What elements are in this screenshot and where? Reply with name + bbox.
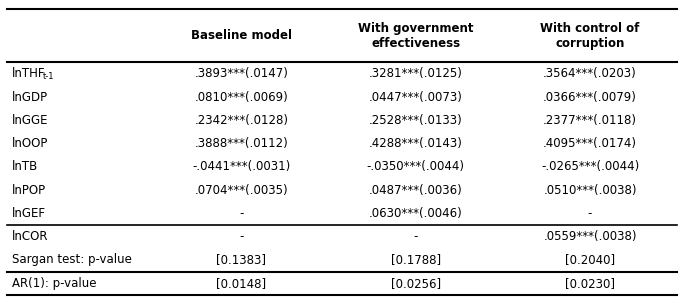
Text: lnTHF: lnTHF (12, 67, 46, 81)
Text: -: - (414, 230, 418, 243)
Text: .2377***(.0118): .2377***(.0118) (543, 114, 637, 127)
Text: AR(1): p-value: AR(1): p-value (12, 277, 97, 290)
Text: .0630***(.0046): .0630***(.0046) (369, 207, 462, 220)
Text: -: - (239, 207, 244, 220)
Text: Sargan test: p-value: Sargan test: p-value (12, 254, 132, 267)
Text: .3888***(.0112): .3888***(.0112) (194, 137, 289, 150)
Text: .2342***(.0128): .2342***(.0128) (194, 114, 289, 127)
Text: .0447***(.0073): .0447***(.0073) (369, 91, 462, 104)
Text: lnCOR: lnCOR (12, 230, 49, 243)
Text: .3281***(.0125): .3281***(.0125) (369, 67, 462, 81)
Text: -.0441***(.0031): -.0441***(.0031) (192, 161, 291, 174)
Text: [0.0256]: [0.0256] (391, 277, 440, 290)
Text: With government
effectiveness: With government effectiveness (358, 22, 473, 50)
Text: [0.0148]: [0.0148] (216, 277, 267, 290)
Text: lnTB: lnTB (12, 161, 38, 174)
Text: Baseline model: Baseline model (191, 29, 292, 42)
Text: [0.0230]: [0.0230] (565, 277, 615, 290)
Text: .3564***(.0203): .3564***(.0203) (543, 67, 637, 81)
Text: With control of
corruption: With control of corruption (540, 22, 640, 50)
Text: -.0350***(.0044): -.0350***(.0044) (367, 161, 464, 174)
Text: .2528***(.0133): .2528***(.0133) (369, 114, 462, 127)
Text: lnGGE: lnGGE (12, 114, 49, 127)
Text: .3893***(.0147): .3893***(.0147) (194, 67, 289, 81)
Text: lnPOP: lnPOP (12, 184, 47, 197)
Text: .0510***(.0038): .0510***(.0038) (543, 184, 637, 197)
Text: .4288***(.0143): .4288***(.0143) (369, 137, 462, 150)
Text: .0487***(.0036): .0487***(.0036) (369, 184, 462, 197)
Text: .0366***(.0079): .0366***(.0079) (543, 91, 637, 104)
Text: .0559***(.0038): .0559***(.0038) (543, 230, 637, 243)
Text: .0810***(.0069): .0810***(.0069) (194, 91, 289, 104)
Text: lnOOP: lnOOP (12, 137, 49, 150)
Text: t-1: t-1 (42, 72, 54, 81)
Text: -.0265***(.0044): -.0265***(.0044) (541, 161, 639, 174)
Text: lnGDP: lnGDP (12, 91, 49, 104)
Text: .4095***(.0174): .4095***(.0174) (543, 137, 637, 150)
Text: .0704***(.0035): .0704***(.0035) (195, 184, 288, 197)
Text: [0.1383]: [0.1383] (216, 254, 267, 267)
Text: -: - (239, 230, 244, 243)
Text: lnGEF: lnGEF (12, 207, 47, 220)
Text: [0.1788]: [0.1788] (391, 254, 440, 267)
Text: [0.2040]: [0.2040] (565, 254, 615, 267)
Text: -: - (588, 207, 592, 220)
